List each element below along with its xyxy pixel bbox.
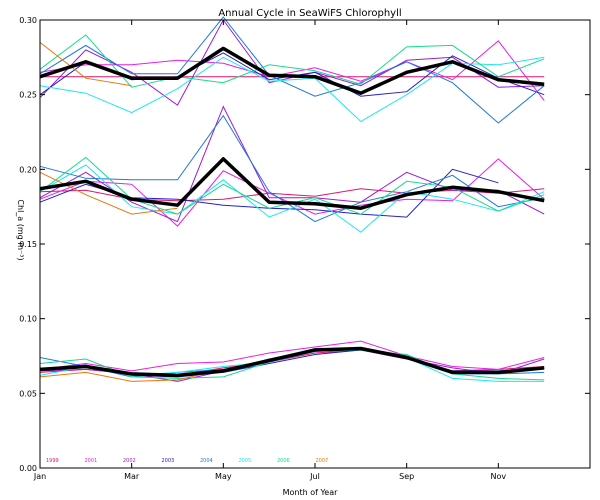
series-line-upper-2004 (39, 16, 545, 124)
series-line-middle-2005 (39, 164, 545, 233)
series-line-upper-2006 (39, 34, 545, 88)
axes: 0.00 0.05 0.10 0.15 0.20 0.25 0.30 Jan Mar May Jul… (19, 16, 590, 481)
x-tick-label: Nov (491, 472, 507, 481)
y-tick-label: 0.25 (19, 91, 37, 100)
y-axis-label: Chl_a (mg m⁻³) (16, 199, 25, 260)
x-tick-label: May (215, 472, 232, 481)
legend-label-2004: 2004 (200, 458, 213, 464)
x-tick-label: Sep (399, 472, 414, 481)
y-tick-label: 0.15 (19, 240, 37, 249)
legend-label-1999: 1999 (46, 458, 59, 464)
mean-line-middle (39, 157, 545, 210)
legend-label-2001: 2001 (85, 458, 98, 464)
series-line-upper-2001 (39, 40, 545, 101)
y-tick-label: 0.20 (19, 165, 37, 174)
legend-label-2006: 2006 (277, 458, 290, 464)
series-line-lower-2007 (39, 368, 224, 382)
x-tick-label: Jan (33, 472, 46, 481)
legend-label-2007: 2007 (316, 458, 329, 464)
mean-line-lower (39, 346, 545, 378)
legend: 1999 2001 2002 2003 2004 2005 2006 2007 (46, 458, 328, 464)
legend-label-2002: 2002 (123, 458, 136, 464)
mean-line-upper (39, 46, 545, 95)
legend-label-2005: 2005 (239, 458, 252, 464)
series-layer (39, 16, 545, 382)
y-tick-label: 0.30 (19, 16, 37, 25)
series-line-lower-2001 (39, 340, 545, 372)
chart-title: Annual Cycle in SeaWiFS Chlorophyll (218, 8, 401, 19)
x-tick-label: Mar (124, 472, 140, 481)
series-line-middle-2004 (39, 114, 545, 223)
y-tick-label: 0.00 (19, 464, 37, 473)
legend-label-2003: 2003 (162, 458, 175, 464)
x-tick-label: Jul (309, 472, 320, 481)
y-tick-label: 0.05 (19, 389, 37, 398)
x-axis-label: Month of Year (283, 488, 339, 497)
y-tick-label: 0.10 (19, 315, 37, 324)
series-line-upper-2007 (39, 42, 132, 87)
